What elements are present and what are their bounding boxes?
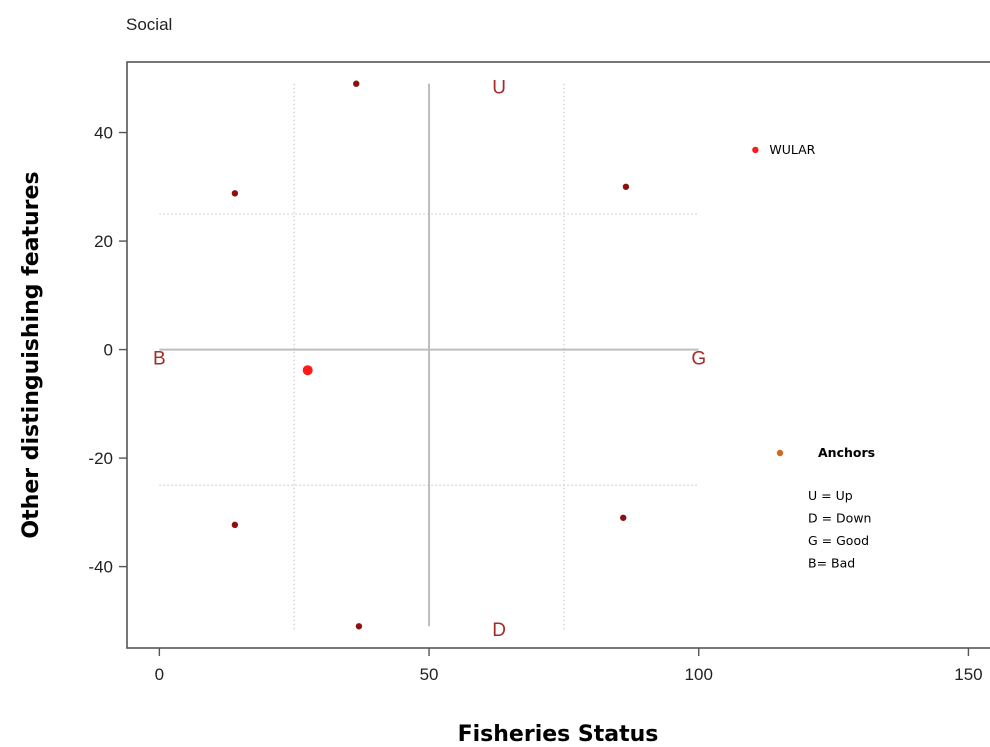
anchor-label-g: G: [691, 349, 706, 370]
data-point: [231, 521, 239, 529]
legend-item: D = Down: [808, 511, 871, 526]
data-point: [355, 623, 363, 630]
y-axis: -40 -20 0 20 40: [88, 124, 127, 577]
legend-item: U = Up: [808, 488, 853, 503]
reference-lines: [159, 83, 699, 632]
x-tick-label: 100: [685, 665, 713, 684]
y-tick-label: 20: [94, 232, 113, 251]
y-tick-label: 40: [94, 124, 113, 143]
y-tick-label: 0: [104, 341, 113, 360]
data-point: [302, 365, 313, 376]
data-point: [752, 146, 759, 154]
legend-item: B= Bad: [808, 556, 855, 571]
plot-frame: [126, 61, 990, 649]
data-point: [620, 514, 627, 521]
data-point: [622, 183, 630, 190]
y-axis-title: Other distinguishing features: [19, 171, 44, 538]
point-label: WULAR: [769, 142, 815, 157]
x-tick-label: 150: [954, 665, 982, 684]
x-axis: 0 50 100 150: [155, 648, 983, 684]
anchor-label-d: D: [492, 620, 506, 641]
x-axis-title: Fisheries Status: [458, 722, 659, 747]
anchor-label-b: B: [153, 349, 166, 370]
legend: Anchors U = Up D = Down G = Good B= Bad: [776, 445, 875, 571]
y-tick-label: -40: [88, 558, 113, 577]
y-tick-label: -20: [88, 449, 113, 468]
legend-items: U = Up D = Down G = Good B= Bad: [808, 488, 871, 571]
data-point: [353, 80, 360, 87]
data-points: WULAR: [231, 80, 816, 630]
x-tick-label: 0: [155, 665, 164, 684]
anchor-labels: U D G B: [153, 77, 706, 641]
legend-title: Anchors: [818, 445, 875, 460]
legend-marker: [776, 449, 784, 457]
anchor-label-u: U: [492, 77, 506, 98]
legend-item: G = Good: [808, 533, 869, 548]
data-point: [231, 190, 239, 197]
chart-title: Social: [126, 15, 172, 34]
x-tick-label: 50: [420, 665, 439, 684]
